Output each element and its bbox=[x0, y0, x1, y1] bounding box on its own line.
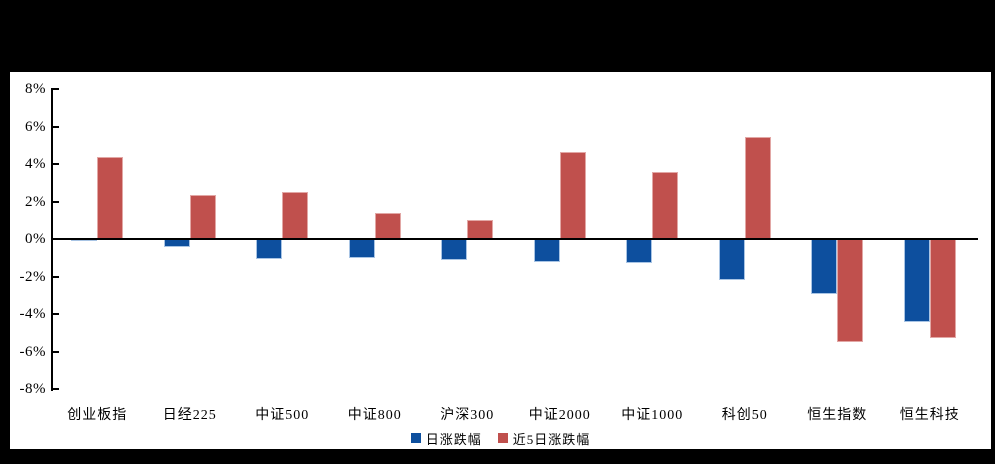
zero-baseline bbox=[51, 238, 978, 240]
five-day-change-bar-3 bbox=[374, 212, 401, 239]
five-day-change-bar-7 bbox=[744, 136, 771, 239]
category-label: 中证500 bbox=[255, 408, 310, 423]
y-axis-label: 2% bbox=[25, 193, 46, 210]
daily-change-swatch-icon bbox=[410, 433, 421, 443]
y-axis-label: 0% bbox=[25, 231, 46, 247]
five-day-change-bar-9 bbox=[929, 239, 956, 339]
category-label: 中证2000 bbox=[528, 408, 591, 423]
category-label: 中证1000 bbox=[621, 408, 684, 423]
five-day-change-bar-1 bbox=[189, 194, 216, 239]
chart-panel: 日涨跌幅 近5日涨跌幅 8% 6% 4% 2% 0% -2% -4% -6% -8% 创业板指 日经2… bbox=[10, 72, 991, 449]
y-axis-tick bbox=[53, 200, 59, 203]
y-axis-label: -8% bbox=[19, 381, 46, 397]
daily-change-bar-1 bbox=[163, 239, 190, 247]
daily-change-bar-2 bbox=[256, 239, 283, 259]
category-label: 创业板指 bbox=[67, 408, 128, 423]
five-day-change-bar-6 bbox=[652, 171, 679, 239]
y-axis-tick bbox=[53, 275, 59, 278]
y-axis-label: -4% bbox=[19, 306, 46, 322]
y-axis-tick bbox=[53, 388, 59, 390]
y-axis-label: 6% bbox=[25, 118, 46, 135]
daily-change-bar-6 bbox=[626, 239, 653, 264]
five-day-change-bar-4 bbox=[467, 220, 494, 239]
y-axis-label: -2% bbox=[19, 268, 46, 285]
y-axis-tick bbox=[53, 350, 59, 353]
category-label: 恒生指数 bbox=[807, 408, 868, 423]
five-day-change-swatch-icon bbox=[497, 433, 508, 443]
legend-label: 日涨跌幅 bbox=[425, 431, 482, 447]
y-axis-label: 4% bbox=[25, 156, 46, 172]
y-axis-tick bbox=[53, 163, 59, 165]
category-label: 中证800 bbox=[347, 408, 402, 423]
y-axis-label: 8% bbox=[25, 81, 46, 97]
legend: 日涨跌幅 近5日涨跌幅 bbox=[10, 428, 991, 448]
legend-label: 近5日涨跌幅 bbox=[512, 431, 591, 447]
legend-entry-daily-change: 日涨跌幅 bbox=[410, 429, 482, 448]
legend-entry-five-day-change: 近5日涨跌幅 bbox=[497, 429, 591, 448]
category-label: 沪深300 bbox=[440, 408, 495, 423]
category-label: 恒生科技 bbox=[899, 408, 960, 423]
daily-change-bar-3 bbox=[348, 239, 375, 258]
daily-change-bar-7 bbox=[718, 239, 745, 281]
y-axis-tick bbox=[53, 313, 59, 315]
five-day-change-bar-5 bbox=[559, 151, 586, 239]
y-axis-tick bbox=[53, 88, 59, 90]
daily-change-bar-9 bbox=[903, 239, 930, 323]
daily-change-bar-8 bbox=[811, 239, 838, 295]
five-day-change-bar-2 bbox=[282, 192, 309, 239]
five-day-change-bar-8 bbox=[837, 239, 864, 343]
category-label: 日经225 bbox=[162, 408, 217, 423]
daily-change-bar-5 bbox=[533, 239, 560, 262]
daily-change-bar-4 bbox=[441, 239, 468, 260]
category-label: 科创50 bbox=[721, 408, 768, 423]
five-day-change-bar-0 bbox=[97, 156, 124, 239]
y-axis-label: -6% bbox=[19, 343, 46, 360]
y-axis-tick bbox=[53, 125, 59, 128]
